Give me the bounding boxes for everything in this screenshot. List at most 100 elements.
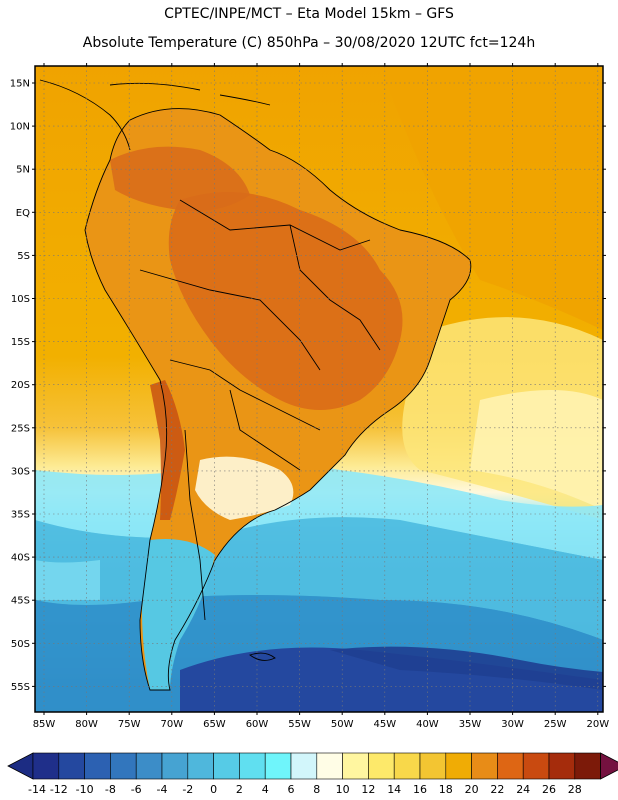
colorbar-cell [32,752,60,780]
colorbar-cell [58,752,85,780]
colorbar-cell [187,752,214,780]
lat-label: EQ [16,208,30,219]
colorbar-low-arrow [7,752,34,780]
colorbar-label: -10 [76,783,94,796]
colorbar-cell [110,752,137,780]
lon-label: 60W [246,719,269,730]
colorbar-cell [213,752,240,780]
lat-label: 35S [11,510,30,521]
colorbar-high-arrow [600,752,618,780]
colorbar-cell [342,752,369,780]
colorbar-label: 22 [490,783,504,796]
colorbar-cell [239,752,266,780]
lon-label: 65W [203,719,226,730]
colorbar-label: 28 [568,783,582,796]
andes-band [150,380,185,520]
chart-subtitle: Absolute Temperature (C) 850hPa – 30/08/… [82,35,536,51]
lon-label: 25W [544,719,567,730]
lat-label: 20S [11,380,30,391]
lon-label: 45W [373,719,396,730]
map-frame [34,65,604,713]
colorbar-cell [368,752,395,780]
country-border [169,359,321,431]
deepest-band [330,646,603,690]
colorbar-cell [548,752,576,780]
lon-label: 85W [33,719,56,730]
country-border [184,429,206,621]
north-atlantic-band [380,66,603,330]
colorbar-cell [522,752,550,780]
colorbar-label: 20 [465,783,479,796]
country-border [139,269,321,371]
graticule [35,66,603,712]
colorbar-cell [574,752,601,780]
lat-label: 50S [11,639,30,650]
axis-ticks [32,63,606,715]
lat-label: 5N [16,165,30,176]
lon-label: 75W [118,719,141,730]
colorbar-cell [471,752,498,780]
lon-label: 40W [416,719,439,730]
colorbar-cell [290,752,318,780]
interior-heat [168,192,403,410]
lat-label: 55S [11,682,30,693]
lat-label: 5S [17,251,30,262]
lon-label: 55W [288,719,311,730]
central-america [39,79,131,151]
lat-label: 25S [11,423,30,434]
patagonia [142,539,215,690]
colorbar-label: 26 [542,783,556,796]
colorbar-cell [84,752,111,780]
colorbar-label: 6 [288,783,295,796]
lat-label: 30S [11,466,30,477]
colorbar-label: 10 [336,783,350,796]
chart-title: CPTEC/INPE/MCT – Eta Model 15km – GFS [164,6,454,22]
caribbean-isles [109,82,271,106]
colorbar-label: -12 [50,783,68,796]
colorbar-cell [497,752,524,780]
colorbar-label: 8 [313,783,320,796]
colorbar-label: 12 [361,783,375,796]
northwest-heat [110,146,250,211]
lon-label: 80W [75,719,98,730]
atlantic-neutral-band [470,390,603,510]
lon-label: 20W [586,719,609,730]
colorbar-label: -6 [131,783,142,796]
colorbar-label: -4 [157,783,168,796]
country-border [229,389,301,471]
colorbar-label: 16 [413,783,427,796]
lon-label: 35W [459,719,482,730]
colorbar-label: -2 [182,783,193,796]
colorbar-cell [264,752,292,780]
colorbar-cell [445,752,472,780]
lon-label: 50W [331,719,354,730]
lon-label: 70W [160,719,183,730]
lon-label: 30W [501,719,524,730]
colorbar-label: 14 [387,783,401,796]
pacific-mild-patch [35,560,100,600]
colorbar-cell [393,752,421,780]
southern-cone [195,456,294,520]
colorbar-label: -8 [105,783,116,796]
colorbar-label: 18 [439,783,453,796]
colorbar-cell [316,752,343,780]
colorbar-label: 4 [262,783,269,796]
lat-label: 40S [11,553,30,564]
colorbar-cell [419,752,447,780]
lat-label: 45S [11,596,30,607]
colorbar-cell [135,752,163,780]
country-border [289,224,381,351]
colorbar-label: -14 [28,783,46,796]
colorbar-label: 2 [236,783,243,796]
lat-label: 10N [10,122,30,133]
lat-label: 10S [11,294,30,305]
lat-label: 15N [10,79,30,90]
lat-label: 15S [11,337,30,348]
coastline [84,108,472,691]
falklands [249,652,276,661]
colorbar-label: 24 [516,783,530,796]
deep-cold-band [180,647,603,712]
colorbar-label: 0 [210,783,217,796]
